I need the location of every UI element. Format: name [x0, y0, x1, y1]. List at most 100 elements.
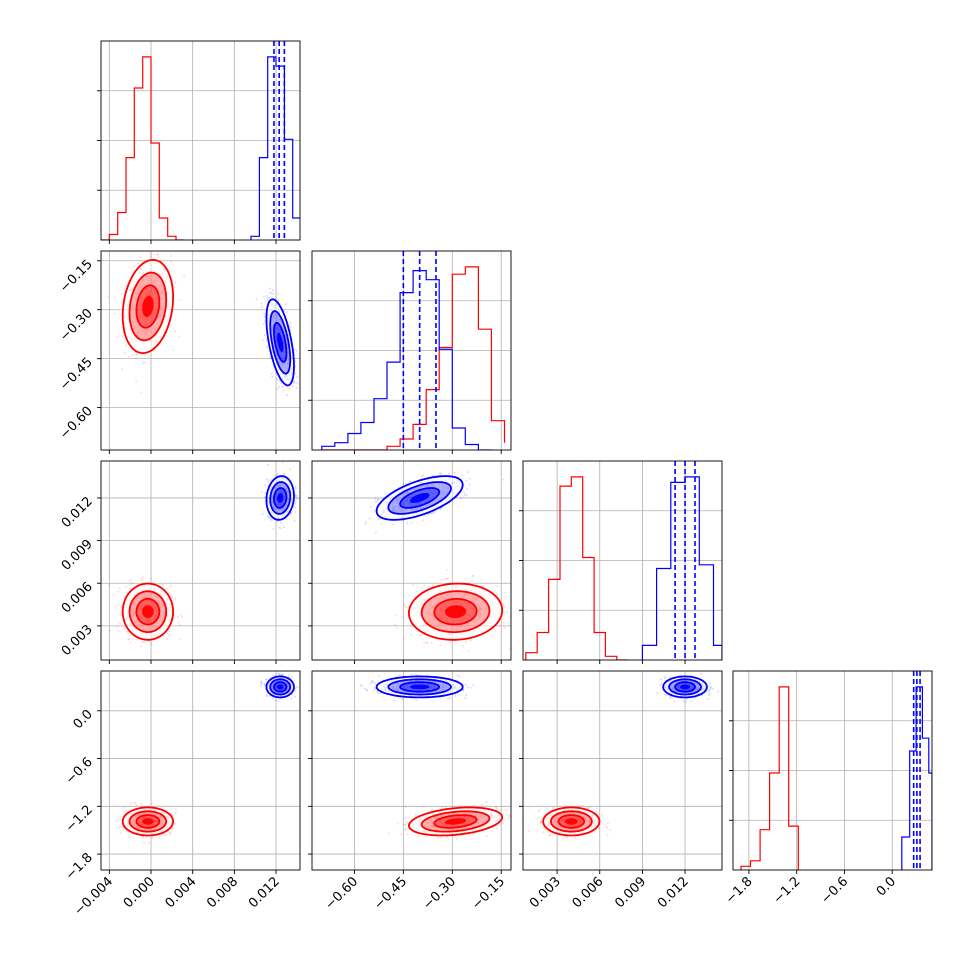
scatter-point	[264, 492, 267, 495]
scatter-point	[290, 697, 293, 700]
scatter-point	[447, 577, 450, 580]
scatter-point	[471, 580, 473, 582]
scatter-point	[134, 802, 136, 805]
scatter-point	[294, 485, 297, 488]
scatter-point	[411, 583, 414, 586]
scatter-point	[137, 262, 139, 265]
scatter-point	[153, 253, 156, 256]
scatter-point	[278, 385, 280, 388]
scatter-point	[128, 835, 131, 838]
scatter-point	[272, 527, 275, 530]
scatter-point	[427, 585, 430, 588]
scatter-point	[173, 286, 176, 289]
panel-2-2	[519, 460, 723, 664]
scatter-point	[289, 325, 292, 328]
scatter-point	[123, 288, 126, 291]
scatter-point	[263, 334, 266, 336]
scatter-point	[157, 255, 160, 258]
scatter-point	[281, 385, 284, 388]
scatter-point	[143, 361, 146, 364]
scatter-point	[294, 487, 297, 490]
scatter-point	[261, 339, 264, 342]
scatter-point	[171, 826, 174, 829]
scatter-point	[472, 574, 474, 577]
scatter-point	[119, 831, 122, 834]
scatter-point	[438, 472, 441, 474]
scatter-point	[147, 355, 150, 358]
scatter-point	[374, 531, 377, 534]
scatter-point	[174, 811, 177, 814]
scatter-point	[375, 500, 378, 503]
scatter-point	[130, 582, 133, 585]
scatter-point	[180, 615, 183, 618]
scatter-point	[178, 335, 181, 338]
scatter-point	[295, 386, 298, 389]
scatter-point	[266, 515, 269, 518]
scatter-point	[122, 806, 125, 809]
scatter-point	[292, 381, 295, 384]
scatter-point	[121, 335, 124, 338]
scatter-point	[107, 296, 109, 299]
scatter-point	[135, 357, 137, 360]
scatter-point	[129, 802, 132, 805]
scatter-point	[260, 491, 263, 494]
scatter-point	[113, 312, 116, 315]
scatter-point	[296, 376, 299, 379]
scatter-point	[374, 509, 377, 512]
scatter-point	[370, 505, 373, 508]
scatter-point	[424, 514, 427, 517]
scatter-point	[114, 296, 117, 299]
scatter-point	[271, 289, 274, 292]
scatter-point	[276, 473, 279, 475]
scatter-point	[443, 578, 446, 581]
scatter-point	[394, 623, 396, 626]
scatter-point	[283, 472, 286, 475]
scatter-point	[280, 521, 283, 524]
scatter-point	[129, 578, 132, 581]
scatter-point	[269, 287, 272, 290]
scatter-point	[374, 500, 377, 503]
density-contour-series-0	[444, 605, 467, 619]
scatter-point	[178, 623, 181, 626]
scatter-point	[277, 299, 280, 302]
density-contour-series-0	[142, 818, 154, 825]
scatter-point	[116, 625, 119, 628]
scatter-point	[410, 633, 412, 636]
histogram-series-1	[321, 270, 492, 450]
scatter-point	[283, 526, 286, 529]
scatter-point	[123, 810, 126, 813]
scatter-point	[395, 614, 398, 617]
scatter-point	[155, 835, 158, 838]
scatter-point	[467, 471, 470, 474]
scatter-point	[374, 497, 377, 500]
scatter-point	[265, 338, 268, 341]
scatter-point	[401, 616, 404, 619]
scatter-point	[266, 299, 269, 302]
scatter-point	[125, 585, 128, 588]
scatter-point	[422, 474, 425, 477]
scatter-point	[466, 487, 468, 490]
scatter-point	[404, 482, 407, 485]
panel-3-0: −0.004 0.000 0.004 0.008 0.012−1.8−1.2−0.60.…	[63, 670, 301, 919]
scatter-point	[117, 630, 120, 633]
panel-content	[108, 461, 300, 648]
scatter-point	[294, 502, 297, 505]
scatter-point	[266, 294, 269, 297]
scatter-point	[264, 484, 266, 487]
scatter-point	[141, 578, 144, 581]
scatter-point	[168, 592, 170, 595]
scatter-point	[125, 344, 128, 347]
scatter-point	[392, 523, 395, 526]
scatter-point	[289, 468, 292, 471]
panel-frame	[100, 460, 301, 661]
scatter-point	[289, 321, 292, 324]
y-tick-label: −0.60	[57, 404, 96, 443]
scatter-point	[280, 381, 283, 384]
scatter-point	[282, 389, 285, 392]
scatter-point	[174, 330, 177, 333]
scatter-point	[119, 612, 122, 615]
scatter-point	[439, 643, 442, 646]
scatter-point	[291, 385, 294, 388]
scatter-point	[130, 634, 132, 637]
scatter-point	[281, 461, 284, 464]
